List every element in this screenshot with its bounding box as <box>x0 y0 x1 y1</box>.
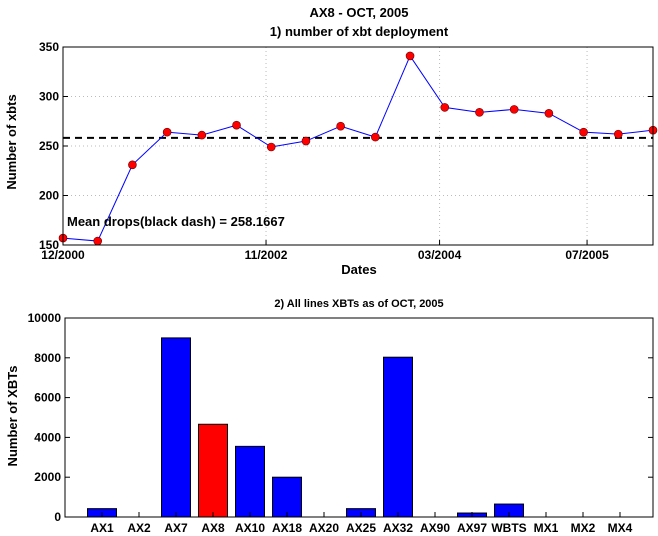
data-point <box>336 121 345 131</box>
x-tick-label: MX1 <box>534 521 559 535</box>
y-tick-label: 300 <box>39 90 59 104</box>
chart2-bars <box>87 337 524 518</box>
x-tick-label: AX7 <box>164 521 188 535</box>
data-point <box>232 120 241 130</box>
y-tick-label: 10000 <box>28 311 62 325</box>
chart1-x-ticks: 12/2000 11/2002 03/2004 07/2005 <box>41 240 609 262</box>
y-tick-label: 2000 <box>34 470 61 484</box>
chart1-axes-frame <box>62 46 654 246</box>
y-tick-label: 6000 <box>34 391 61 405</box>
bar <box>198 423 228 518</box>
chart2-y-label: Number of XBTs <box>5 366 20 467</box>
data-point <box>613 129 623 139</box>
bar <box>235 445 265 518</box>
chart2-axes-frame <box>64 317 654 518</box>
data-point <box>301 136 311 146</box>
data-point <box>371 132 380 142</box>
x-tick-label: 07/2005 <box>565 248 609 262</box>
chart1-grid <box>63 47 653 245</box>
chart2-x-ticks: AX1 AX2 AX7 AX8 AX10 AX18 AX20 AX25 AX32 AX90 AX97… <box>90 512 633 535</box>
y-tick-label: 8000 <box>34 351 61 365</box>
y-tick-label: 0 <box>54 510 61 524</box>
data-point <box>579 127 588 137</box>
x-tick-label: MX4 <box>608 521 633 535</box>
series-line <box>62 54 654 242</box>
bar-chart: 2) All lines XBTs as of OCT, 2005 0 2000 4… <box>5 298 654 535</box>
chart2-y-ticks: 0 2000 4000 6000 8000 10000 <box>28 311 653 524</box>
chart1-y-label: Number of xbts <box>4 94 19 189</box>
x-tick-label: AX10 <box>235 521 265 535</box>
x-tick-label: 03/2004 <box>418 248 462 262</box>
y-tick-label: 350 <box>39 40 59 54</box>
bar <box>161 337 191 518</box>
chart2-title: 2) All lines XBTs as of OCT, 2005 <box>274 298 443 310</box>
line-chart: AX8 - OCT, 2005 1) number of xbt deploym… <box>4 5 658 277</box>
x-tick-label: AX25 <box>346 521 376 535</box>
x-tick-label: AX8 <box>201 521 225 535</box>
mean-annotation: Mean drops(black dash) = 258.1667 <box>67 214 285 229</box>
y-tick-label: 250 <box>39 139 59 153</box>
x-tick-label: 12/2000 <box>41 248 85 262</box>
data-point <box>93 236 103 246</box>
data-point <box>128 160 137 170</box>
data-point <box>475 108 484 117</box>
bar <box>272 476 302 518</box>
x-tick-label: WBTS <box>491 521 526 535</box>
x-tick-label: AX1 <box>90 521 114 535</box>
data-point <box>405 51 415 61</box>
series-points <box>58 51 658 246</box>
x-tick-label: AX97 <box>457 521 487 535</box>
chart1-y-ticks: 150 200 250 300 350 <box>39 40 653 252</box>
chart1-title: AX8 - OCT, 2005 <box>310 5 409 20</box>
data-point <box>197 130 207 140</box>
data-point <box>266 142 276 152</box>
x-tick-label: 11/2002 <box>245 248 288 262</box>
x-tick-label: MX2 <box>571 521 596 535</box>
data-point <box>509 105 519 114</box>
data-point <box>162 127 172 137</box>
x-tick-label: AX20 <box>309 521 339 535</box>
data-point <box>440 103 450 112</box>
chart1-subtitle: 1) number of xbt deployment <box>270 24 449 39</box>
y-tick-label: 150 <box>39 238 59 252</box>
y-tick-label: 4000 <box>34 430 61 444</box>
bar <box>383 356 413 518</box>
y-tick-label: 200 <box>39 189 59 203</box>
x-tick-label: AX18 <box>272 521 302 535</box>
x-tick-label: AX2 <box>127 521 151 535</box>
x-tick-label: AX32 <box>383 521 413 535</box>
data-point <box>544 109 554 118</box>
chart1-x-label: Dates <box>341 262 376 277</box>
x-tick-label: AX90 <box>420 521 450 535</box>
